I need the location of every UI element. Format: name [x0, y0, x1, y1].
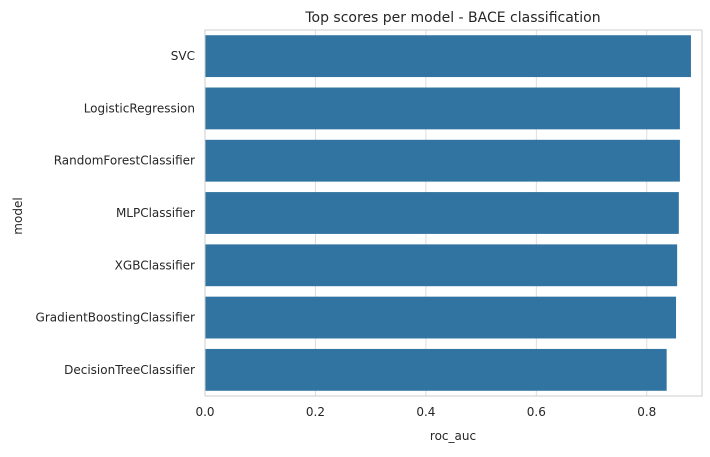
y-tick-label: SVC [171, 49, 195, 63]
y-tick-label: RandomForestClassifier [54, 154, 195, 168]
x-tick-label: 0.8 [637, 405, 656, 419]
y-tick-labels: SVC LogisticRegression RandomForestClassif… [36, 49, 196, 377]
y-tick-label: GradientBoostingClassifier [36, 311, 196, 325]
chart-title: Top scores per model - BACE classificati… [304, 10, 600, 26]
y-tick-label: MLPClassifier [116, 206, 195, 220]
y-tick-label: LogisticRegression [84, 101, 195, 115]
x-tick-labels: 0.0 0.2 0.4 0.6 0.8 [195, 405, 656, 419]
x-axis-label: roc_auc [430, 429, 476, 443]
x-tick-label: 0.4 [416, 405, 435, 419]
bar [205, 139, 680, 182]
x-tick-label: 0.2 [306, 405, 325, 419]
y-axis-label: model [11, 197, 25, 234]
bar [205, 348, 667, 391]
y-tick-label: XGBClassifier [115, 258, 195, 272]
bars [205, 35, 691, 391]
x-tick-label: 0.0 [195, 405, 214, 419]
x-tick-label: 0.6 [527, 405, 546, 419]
y-tick-label: DecisionTreeClassifier [64, 363, 195, 377]
bar [205, 35, 691, 78]
bar [205, 87, 680, 130]
bar [205, 244, 678, 287]
bar [205, 192, 679, 234]
bar [205, 296, 677, 339]
axes-frame [204, 29, 703, 397]
